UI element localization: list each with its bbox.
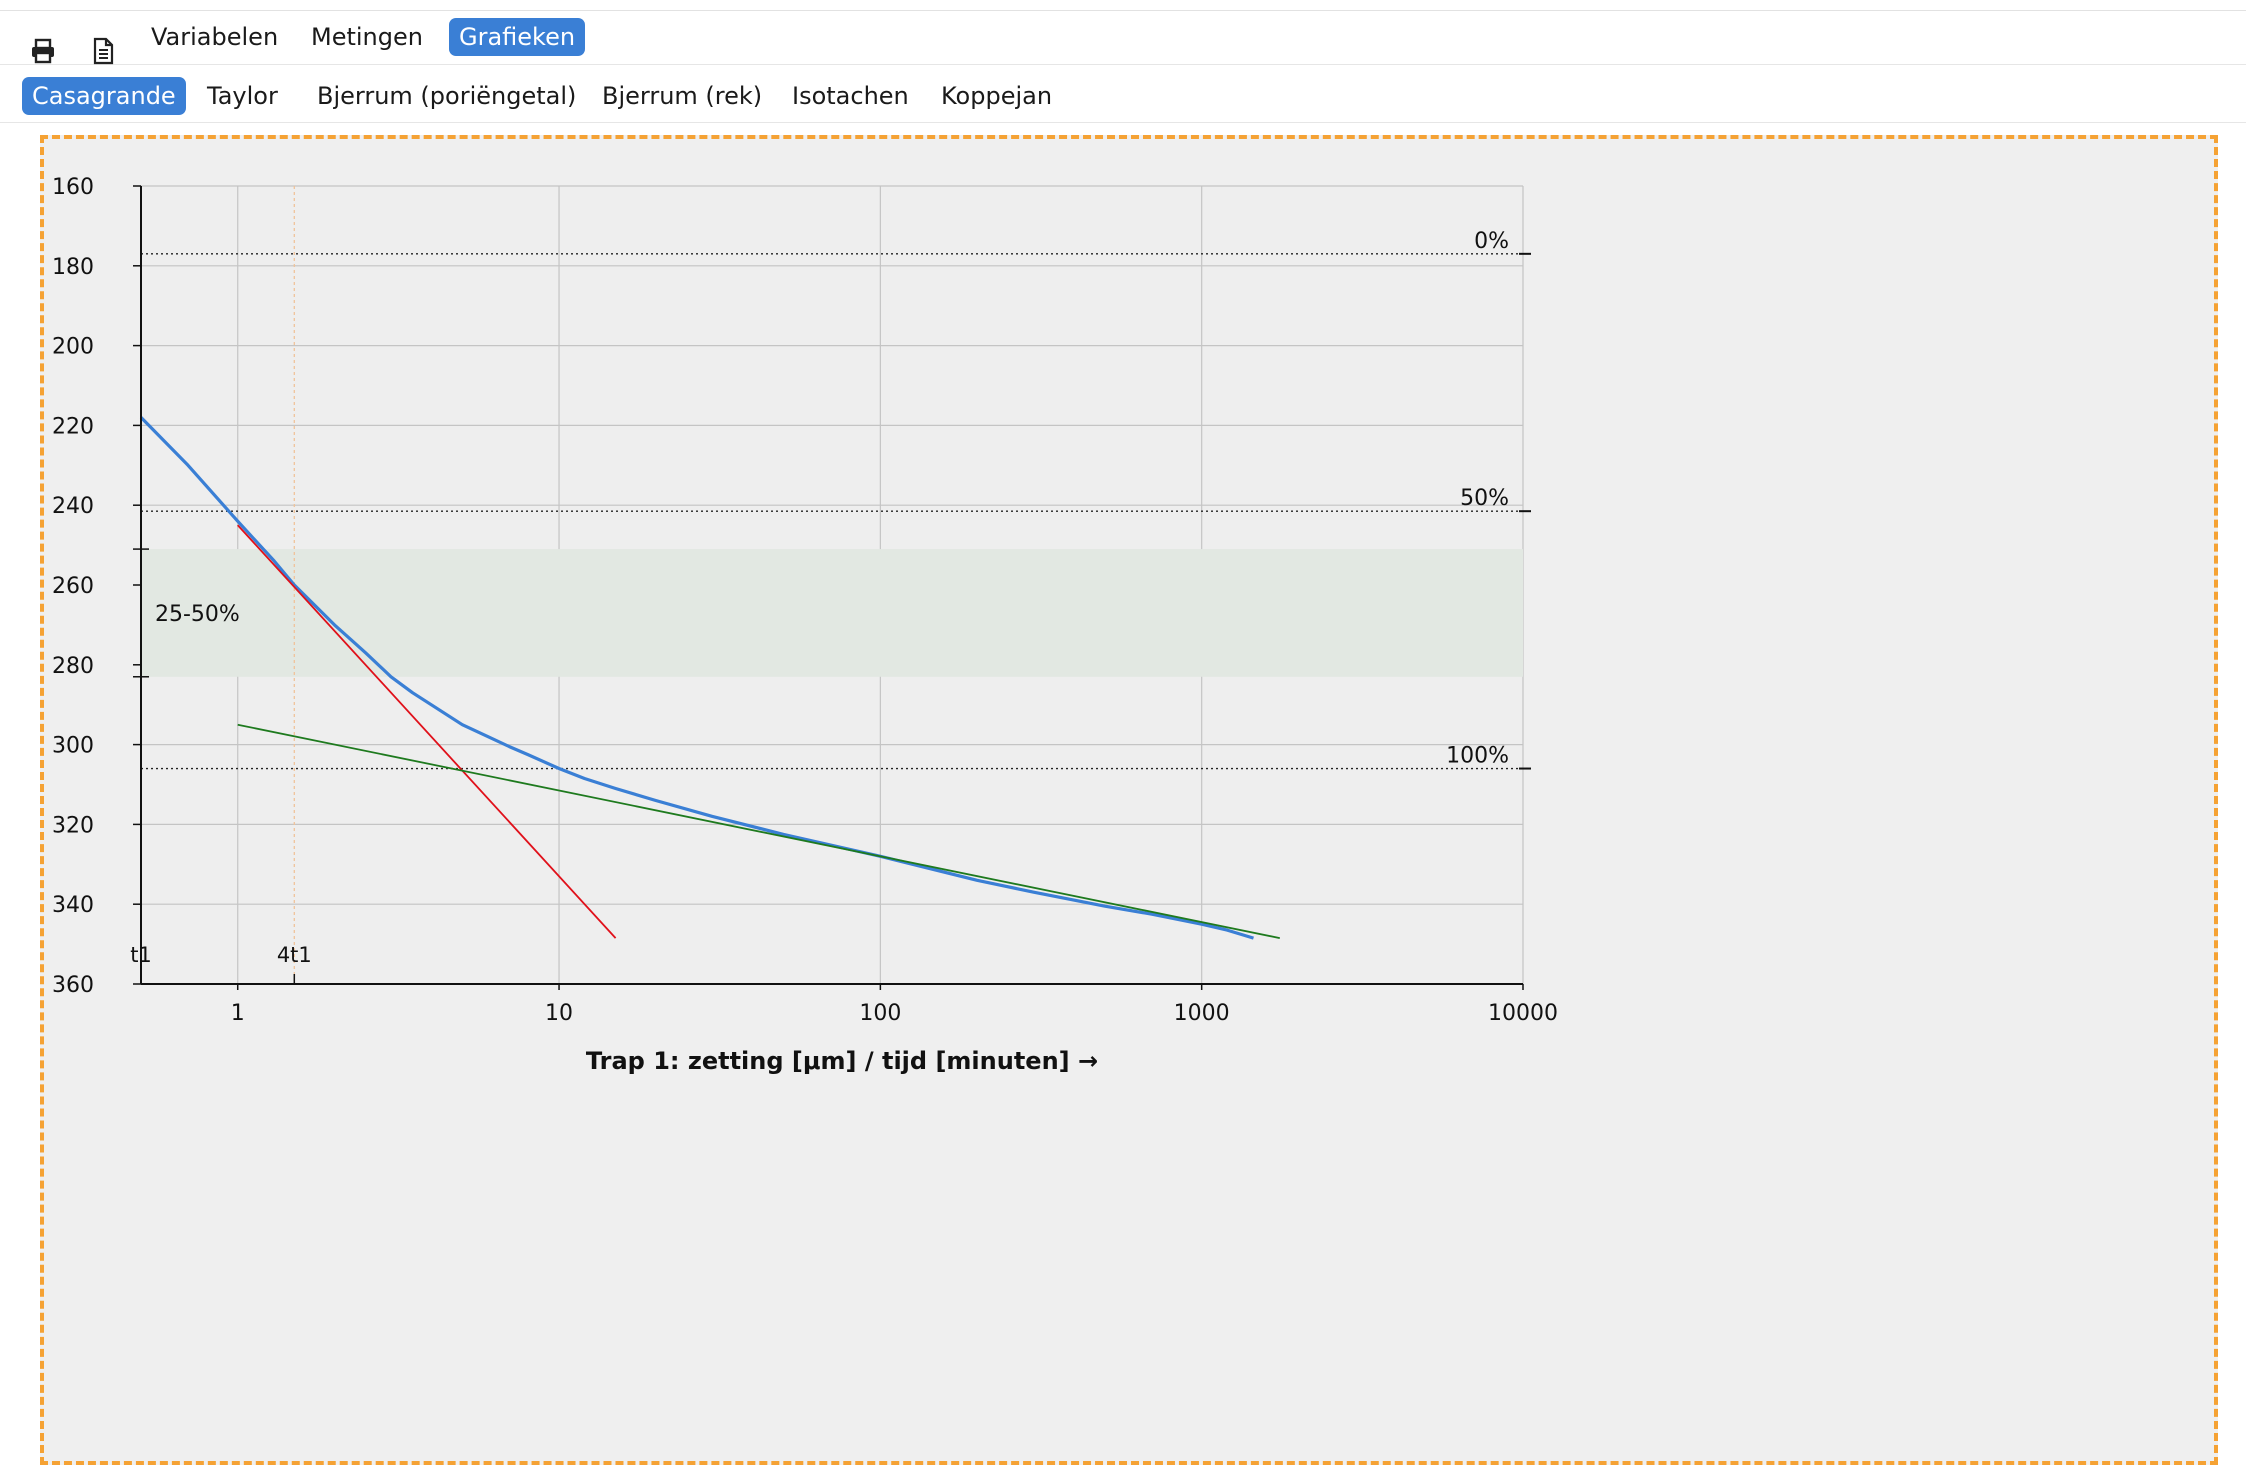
tab-isotachen[interactable]: Isotachen [792, 82, 909, 110]
y-tick-label: 180 [52, 255, 94, 280]
y-tick-label: 320 [52, 813, 94, 838]
tab-casagrande[interactable]: Casagrande [22, 77, 186, 115]
casagrande-chart: 160 180 200 220 240 260 280 300 320 340 360 1 10 100 1… [52, 175, 1558, 1075]
chart-tabs: Casagrande Taylor Bjerrum (poriëngetal) … [0, 70, 2246, 123]
y-tick-label: 360 [52, 973, 94, 998]
y-tick-label: 200 [52, 335, 94, 360]
initial-tangent-line [237, 524, 617, 939]
band-label: 25-50% [155, 602, 240, 627]
x-tick-label: 1000 [1174, 1001, 1230, 1026]
tab-bjerrum-porie[interactable]: Bjerrum (poriëngetal) [317, 82, 577, 110]
tab-koppejan[interactable]: Koppejan [941, 82, 1053, 110]
y-tick-label: 280 [52, 654, 94, 679]
y-tick-label: 220 [52, 414, 94, 439]
x-tick-label: 10 [545, 1001, 573, 1026]
y-tick-label: 240 [52, 494, 94, 519]
y-tick-label: 300 [52, 734, 94, 759]
tab-bjerrum-rek[interactable]: Bjerrum (rek) [602, 82, 763, 110]
reference-label: 100% [1446, 744, 1509, 769]
reference-label: 0% [1474, 229, 1509, 254]
x-tick-label: 10000 [1488, 1001, 1558, 1026]
menu-variabelen[interactable]: Variabelen [151, 23, 279, 51]
chart-panel: 160 180 200 220 240 260 280 300 320 340 360 1 10 100 1… [40, 135, 2218, 1465]
menu-metingen[interactable]: Metingen [311, 23, 423, 51]
toolbar: Variabelen Metingen Grafieken [0, 14, 2246, 65]
y-tick-label: 340 [52, 893, 94, 918]
x-tick-label: 100 [859, 1001, 901, 1026]
final-tangent-line [237, 723, 1280, 939]
printer-icon[interactable] [28, 36, 58, 66]
measured-settlement-line [139, 416, 1254, 940]
x-tick-label: 1 [231, 1001, 245, 1026]
reference-label: 50% [1460, 486, 1509, 511]
window-top-border [0, 10, 2246, 11]
time-marker-label: t1 [130, 943, 152, 967]
document-icon[interactable] [88, 36, 118, 66]
y-tick-label: 160 [52, 175, 94, 200]
y-tick-label: 260 [52, 574, 94, 599]
tab-taylor[interactable]: Taylor [207, 82, 278, 110]
menu-grafieken[interactable]: Grafieken [449, 18, 586, 56]
band-25-50 [141, 549, 1523, 677]
x-axis-title: Trap 1: zetting [μm] / tijd [minuten] → [586, 1047, 1098, 1075]
time-marker-label: 4t1 [277, 943, 312, 967]
